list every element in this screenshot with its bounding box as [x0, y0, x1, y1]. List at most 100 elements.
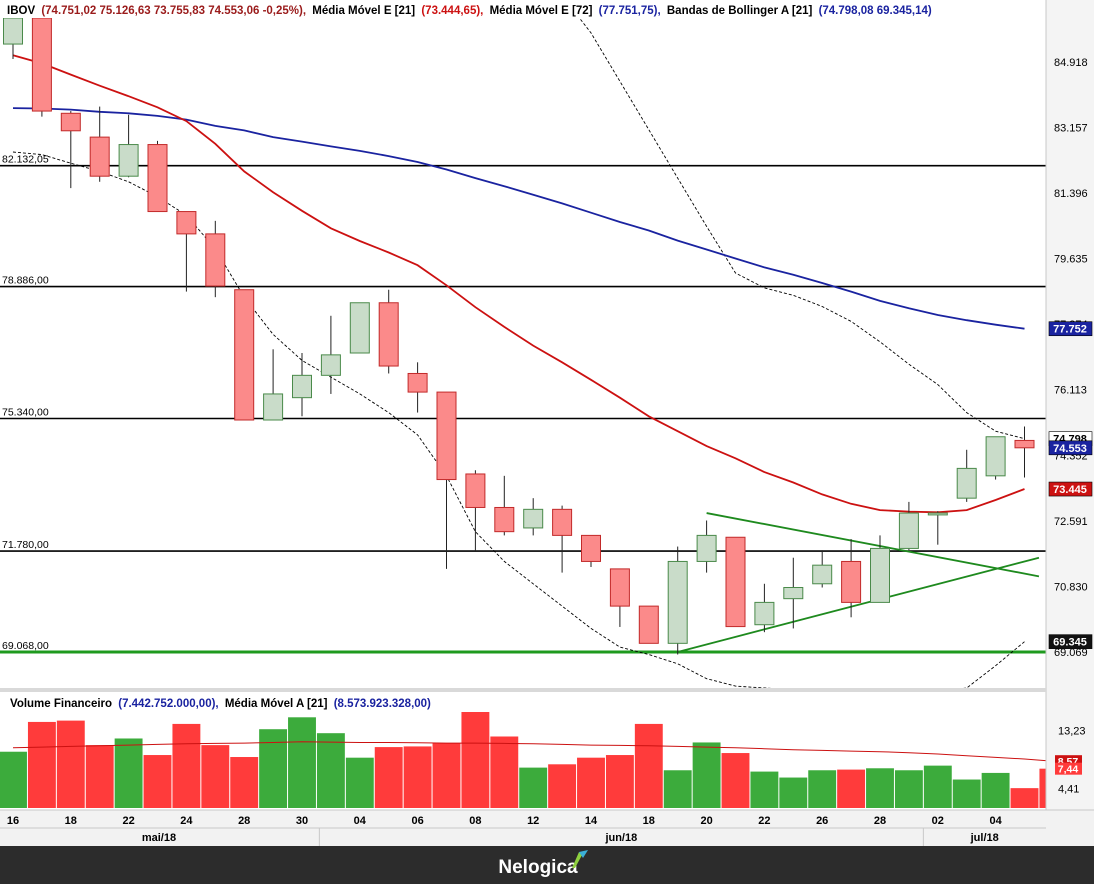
candle-body — [609, 568, 630, 607]
candle-body — [292, 374, 312, 399]
price-tick-label: 79.635 — [1054, 254, 1088, 266]
volume-bar — [461, 712, 490, 808]
volume-bar — [56, 720, 85, 808]
level-label: 71.780,00 — [2, 539, 49, 551]
candle-body — [205, 233, 226, 287]
price-tick-label: 81.396 — [1054, 188, 1088, 200]
price-tick-label: 70.830 — [1054, 581, 1088, 593]
candle — [3, 18, 23, 59]
candle-body — [436, 391, 457, 481]
date-tick-label: 16 — [7, 815, 19, 827]
candle — [378, 289, 399, 374]
volume-bar — [548, 764, 577, 808]
candle — [725, 536, 746, 628]
candle — [581, 534, 601, 568]
date-tick-label: 14 — [585, 815, 598, 827]
volume-bar — [316, 733, 345, 808]
date-tick-label: 12 — [527, 815, 539, 827]
volume-bar — [259, 729, 288, 808]
volume-bar — [403, 746, 432, 808]
candle-body — [812, 564, 833, 585]
candle-body — [870, 547, 890, 603]
date-tick-label: 08 — [469, 815, 481, 827]
date-tick-label: 18 — [65, 815, 77, 827]
candle — [696, 520, 717, 573]
candle — [552, 505, 573, 573]
value-tag-text: 74.553 — [1053, 443, 1087, 455]
volume-bar — [0, 751, 27, 808]
candle — [783, 557, 804, 629]
candle-body — [176, 211, 197, 235]
volume-bar — [894, 770, 923, 808]
volume-bar — [143, 755, 172, 808]
candle-body — [465, 473, 486, 508]
volume-bar — [374, 747, 403, 808]
value-tag-box — [1048, 634, 1093, 649]
candle — [234, 289, 255, 421]
value-tag-text: 69.345 — [1053, 637, 1087, 649]
candle — [609, 568, 630, 627]
candle — [31, 18, 52, 117]
volume-ma-label: Média Móvel A [21] — [225, 698, 328, 710]
level-label: 82.132,05 — [2, 154, 49, 166]
bollinger-upper-line — [578, 18, 1025, 440]
candle — [985, 436, 1006, 480]
candle-body — [349, 302, 370, 354]
date-tick-label: 04 — [354, 815, 367, 827]
candle — [841, 539, 862, 618]
candle — [494, 475, 515, 536]
date-tick-label: 28 — [238, 815, 250, 827]
volume-bar — [663, 770, 692, 808]
volume-label: Volume Financeiro — [10, 698, 112, 710]
volume-bar — [172, 723, 201, 808]
volume-bar — [201, 745, 230, 808]
candle — [60, 111, 81, 189]
volume-bar — [345, 757, 374, 808]
ema21-label: Média Móvel E [21] — [312, 5, 415, 17]
candle-body — [523, 508, 544, 529]
date-tick-label: 26 — [816, 815, 828, 827]
value-tag-text: 73.445 — [1053, 484, 1087, 496]
value-tag-box — [1048, 321, 1093, 337]
price-tick-label: 69.069 — [1054, 647, 1088, 659]
candle-body — [60, 112, 81, 132]
level-label: 78.886,00 — [2, 275, 49, 287]
price-tick-label: 72.591 — [1054, 516, 1088, 528]
volume-bar — [981, 772, 1010, 808]
price-tick-label: 83.157 — [1054, 123, 1088, 135]
volume-tick-label: 4,41 — [1058, 784, 1079, 796]
volume-bar — [114, 738, 143, 808]
candle-body — [898, 512, 919, 549]
date-tick-label: 06 — [411, 815, 423, 827]
candle — [956, 449, 977, 502]
candle-body — [841, 560, 862, 603]
date-tick-label: 28 — [874, 815, 886, 827]
ema21-value: (73.444,65), — [421, 5, 483, 17]
candle-body — [89, 136, 110, 177]
candle-body — [581, 534, 601, 562]
price-value-tag: 74.553 — [1048, 440, 1093, 456]
ema72-label: Média Móvel E [72] — [490, 5, 593, 17]
volume-header: Volume Financeiro (7.442.752.000,00), Mé… — [10, 698, 431, 710]
candle-body — [31, 18, 52, 112]
volume-ma-value: (8.573.923.328,00) — [334, 698, 431, 710]
volume-bar — [490, 736, 519, 808]
price-value-tag: 69.345 — [1048, 634, 1093, 649]
volume-bar — [85, 745, 114, 808]
candle-body — [985, 436, 1006, 477]
date-tick-label: 02 — [932, 815, 944, 827]
volume-bar — [577, 757, 605, 808]
bollinger-label: Bandas de Bollinger A [21] — [667, 5, 813, 17]
brand-logo-text: Nelogica — [498, 857, 578, 878]
candle — [263, 349, 284, 421]
date-tick-label: 20 — [700, 815, 712, 827]
candle — [436, 391, 457, 569]
candle — [89, 106, 110, 182]
date-tick-label: 24 — [180, 815, 193, 827]
candle — [118, 114, 139, 178]
ema72-value: (77.751,75), — [599, 5, 661, 17]
volume-bar — [634, 723, 663, 808]
candle-body — [1014, 439, 1035, 449]
volume-tick-label: 13,23 — [1058, 725, 1086, 737]
level-label: 75.340,00 — [2, 407, 49, 419]
